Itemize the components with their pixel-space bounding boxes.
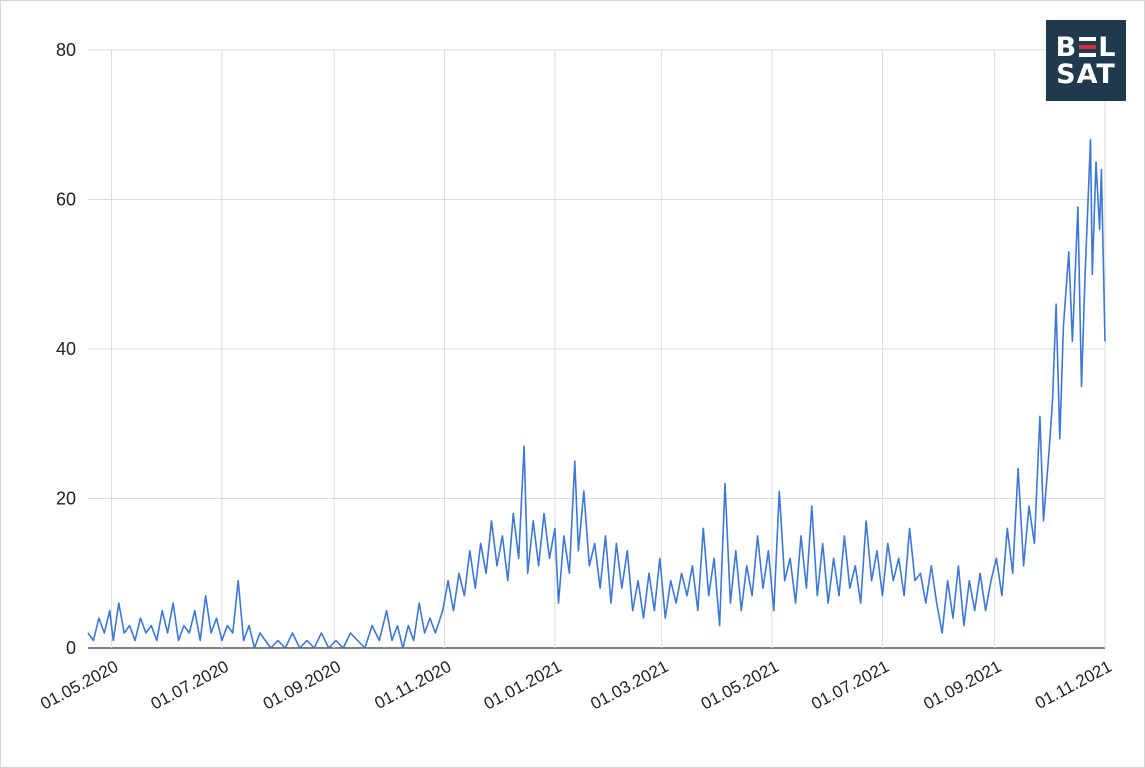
x-axis-ticks: 01.05.2020 01.07.2020 01.09.2020 01.11.2020…: [37, 657, 1115, 714]
y-axis-ticks: 0 20 40 60 80: [56, 40, 76, 658]
x-tick-label: 01.03.2021: [587, 657, 671, 714]
logo-line-1: B L: [1056, 34, 1117, 61]
belsat-logo: B L SAT: [1046, 20, 1126, 101]
grid-lines: [88, 49, 1106, 649]
y-tick-label: 80: [56, 40, 76, 60]
x-tick-label: 01.05.2020: [37, 657, 121, 714]
x-tick-label: 01.11.2020: [371, 657, 454, 713]
x-tick-label: 01.07.2021: [808, 657, 892, 714]
logo-letter-e-bars: [1079, 37, 1097, 57]
logo-letter-l: L: [1098, 31, 1117, 63]
x-tick-label: 01.09.2021: [920, 657, 1004, 714]
y-tick-label: 40: [56, 339, 76, 359]
logo-line-2: SAT: [1056, 58, 1116, 90]
x-tick-label: 01.05.2021: [698, 657, 782, 714]
x-tick-label: 01.11.2021: [1032, 657, 1115, 713]
x-tick-label: 01.01.2021: [481, 657, 565, 714]
x-tick-label: 01.07.2020: [148, 657, 232, 714]
x-tick-label: 01.09.2020: [260, 657, 344, 714]
y-tick-label: 0: [66, 638, 76, 658]
series-line: [87, 138, 1106, 649]
y-tick-label: 60: [56, 190, 76, 210]
logo-letter-b: B: [1055, 31, 1078, 63]
y-tick-label: 20: [56, 489, 76, 509]
